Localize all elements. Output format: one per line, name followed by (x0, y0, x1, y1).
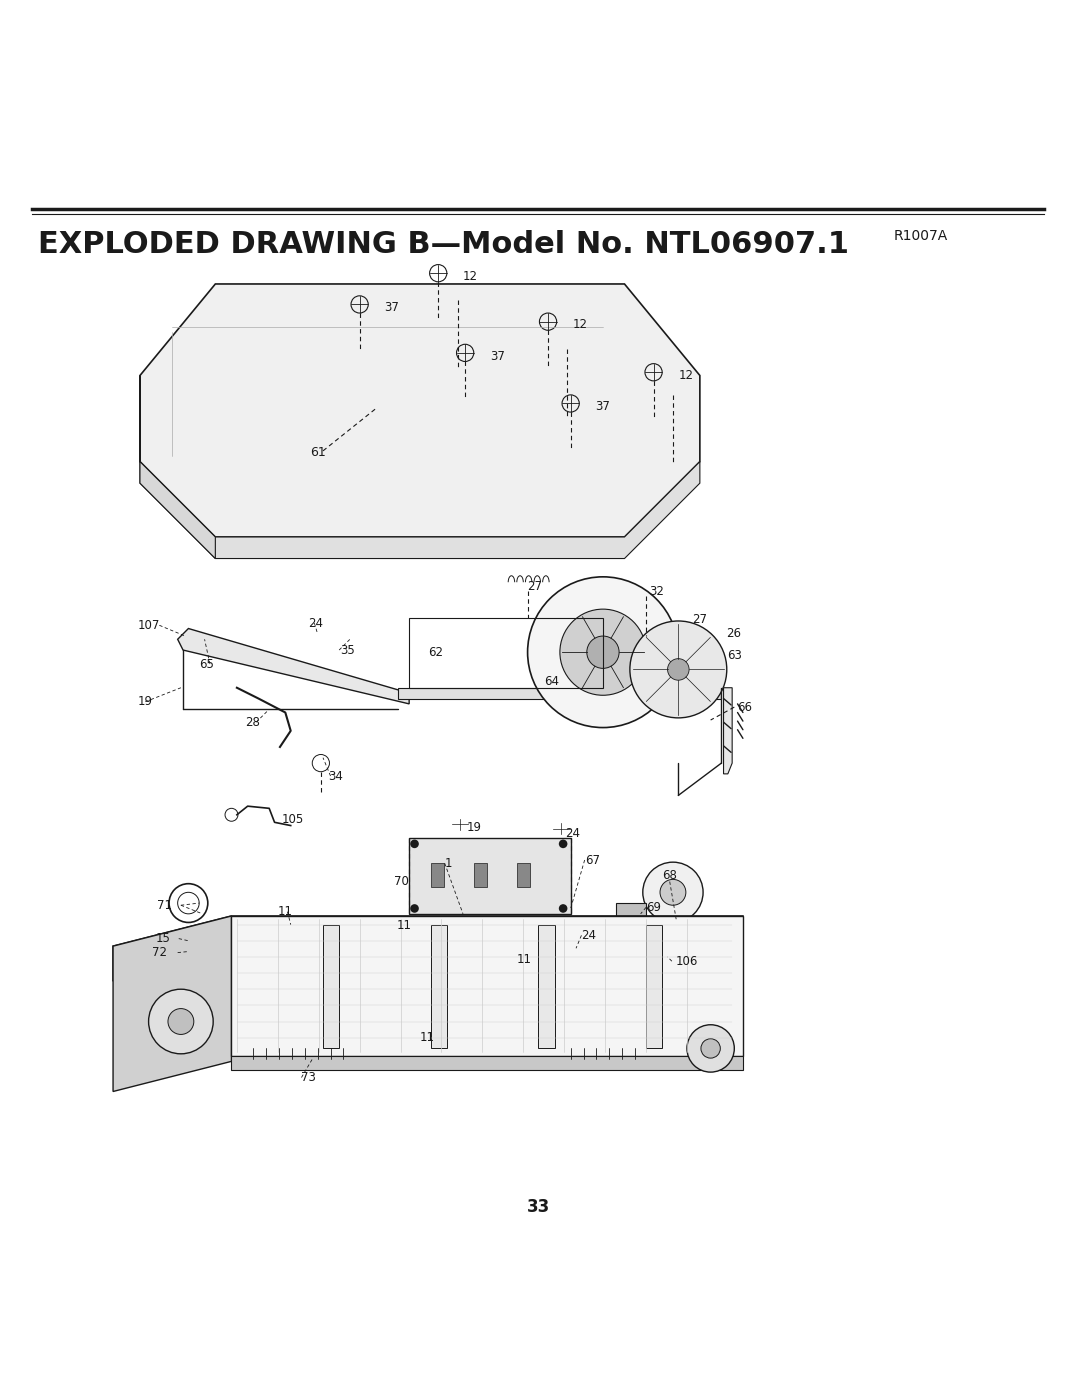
Circle shape (149, 989, 213, 1053)
Text: 106: 106 (676, 954, 699, 968)
Text: 24: 24 (581, 929, 596, 942)
Text: 67: 67 (584, 854, 599, 866)
Text: 107: 107 (138, 619, 160, 631)
Text: 11: 11 (517, 953, 531, 965)
Text: 37: 37 (490, 349, 504, 363)
Text: 19: 19 (138, 696, 152, 708)
Text: R1007A: R1007A (893, 229, 948, 243)
Text: 11: 11 (420, 1031, 435, 1044)
Circle shape (168, 1009, 193, 1034)
Text: 63: 63 (727, 650, 742, 662)
Text: 26: 26 (726, 627, 741, 640)
Text: 66: 66 (738, 701, 753, 714)
FancyBboxPatch shape (409, 838, 570, 914)
Text: 70: 70 (394, 875, 409, 888)
Polygon shape (113, 916, 231, 1091)
Text: 73: 73 (301, 1071, 316, 1084)
Text: EXPLODED DRAWING B—Model No. NTL06907.1: EXPLODED DRAWING B—Model No. NTL06907.1 (38, 231, 849, 258)
Bar (431, 925, 447, 1048)
Text: 27: 27 (528, 580, 542, 592)
Text: 37: 37 (384, 302, 400, 314)
Polygon shape (177, 629, 409, 704)
Polygon shape (231, 1056, 743, 1070)
Text: 11: 11 (278, 905, 293, 918)
Bar (431, 863, 444, 887)
Bar (646, 925, 662, 1048)
Circle shape (528, 577, 678, 728)
Text: 61: 61 (310, 446, 325, 460)
Text: 27: 27 (692, 613, 707, 626)
Circle shape (630, 622, 727, 718)
Text: 72: 72 (152, 946, 167, 960)
Text: 12: 12 (572, 319, 588, 331)
Circle shape (558, 904, 567, 912)
Bar (323, 925, 339, 1048)
Text: 64: 64 (543, 675, 558, 687)
Polygon shape (399, 687, 721, 698)
Bar (538, 925, 554, 1048)
Circle shape (687, 1025, 734, 1071)
Circle shape (667, 658, 689, 680)
Text: 68: 68 (662, 869, 677, 882)
Polygon shape (231, 916, 743, 1056)
Text: 37: 37 (595, 400, 610, 414)
Text: 19: 19 (467, 821, 482, 834)
Bar (474, 863, 487, 887)
Text: 32: 32 (649, 585, 664, 598)
Text: 24: 24 (308, 616, 323, 630)
Text: 35: 35 (340, 644, 355, 657)
Text: 34: 34 (328, 770, 343, 782)
Text: 24: 24 (565, 827, 580, 840)
Circle shape (660, 879, 686, 905)
Text: 33: 33 (527, 1197, 550, 1215)
Text: 62: 62 (429, 645, 444, 659)
Circle shape (410, 840, 419, 848)
Bar (616, 902, 646, 916)
Text: 1: 1 (445, 856, 453, 870)
Circle shape (559, 609, 646, 696)
Circle shape (701, 1039, 720, 1058)
Text: 71: 71 (158, 898, 173, 912)
Polygon shape (140, 376, 215, 559)
Polygon shape (113, 916, 743, 981)
Text: 105: 105 (282, 813, 305, 826)
Bar (517, 863, 529, 887)
Circle shape (643, 862, 703, 922)
Text: 28: 28 (245, 715, 260, 729)
Text: 12: 12 (463, 270, 478, 284)
Circle shape (558, 840, 567, 848)
Polygon shape (140, 284, 700, 536)
Circle shape (586, 636, 619, 668)
Text: 65: 65 (199, 658, 214, 671)
Polygon shape (140, 461, 700, 559)
Polygon shape (724, 687, 732, 774)
Text: 69: 69 (646, 901, 661, 914)
Text: 11: 11 (396, 919, 411, 932)
Circle shape (410, 904, 419, 912)
Text: 12: 12 (678, 369, 693, 381)
Bar (661, 963, 672, 970)
Text: 15: 15 (156, 932, 171, 946)
